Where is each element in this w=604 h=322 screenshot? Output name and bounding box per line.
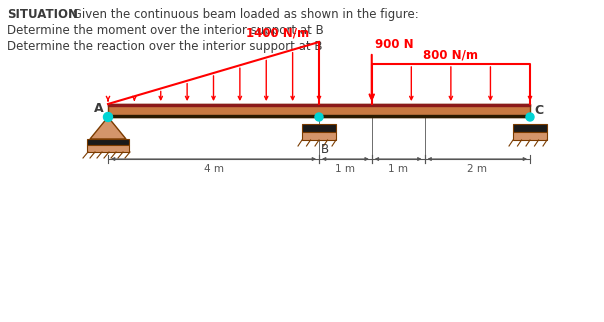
Circle shape bbox=[103, 112, 112, 121]
Text: C: C bbox=[534, 104, 543, 117]
Text: 1 m: 1 m bbox=[335, 164, 355, 174]
Text: 1400 N/m: 1400 N/m bbox=[246, 26, 309, 39]
Text: Determine the moment over the interior support at B: Determine the moment over the interior s… bbox=[7, 24, 324, 37]
Text: B: B bbox=[321, 143, 329, 156]
Circle shape bbox=[526, 113, 534, 121]
Bar bbox=[302, 124, 336, 132]
Text: Given the continuous beam loaded as shown in the figure:: Given the continuous beam loaded as show… bbox=[69, 8, 419, 21]
Text: 900 N: 900 N bbox=[374, 38, 413, 51]
Text: A: A bbox=[94, 102, 104, 115]
Bar bbox=[513, 124, 547, 132]
Bar bbox=[87, 139, 129, 145]
Text: 1 m: 1 m bbox=[388, 164, 408, 174]
Bar bbox=[87, 145, 129, 152]
Polygon shape bbox=[90, 117, 126, 139]
Bar bbox=[302, 132, 336, 140]
Text: 2 m: 2 m bbox=[467, 164, 487, 174]
Bar bbox=[108, 104, 530, 117]
Text: 800 N/m: 800 N/m bbox=[423, 48, 478, 61]
Circle shape bbox=[315, 113, 323, 121]
Text: SITUATION: SITUATION bbox=[7, 8, 78, 21]
Text: 4 m: 4 m bbox=[204, 164, 223, 174]
Bar bbox=[513, 132, 547, 140]
Text: Determine the reaction over the interior support at B: Determine the reaction over the interior… bbox=[7, 40, 323, 53]
